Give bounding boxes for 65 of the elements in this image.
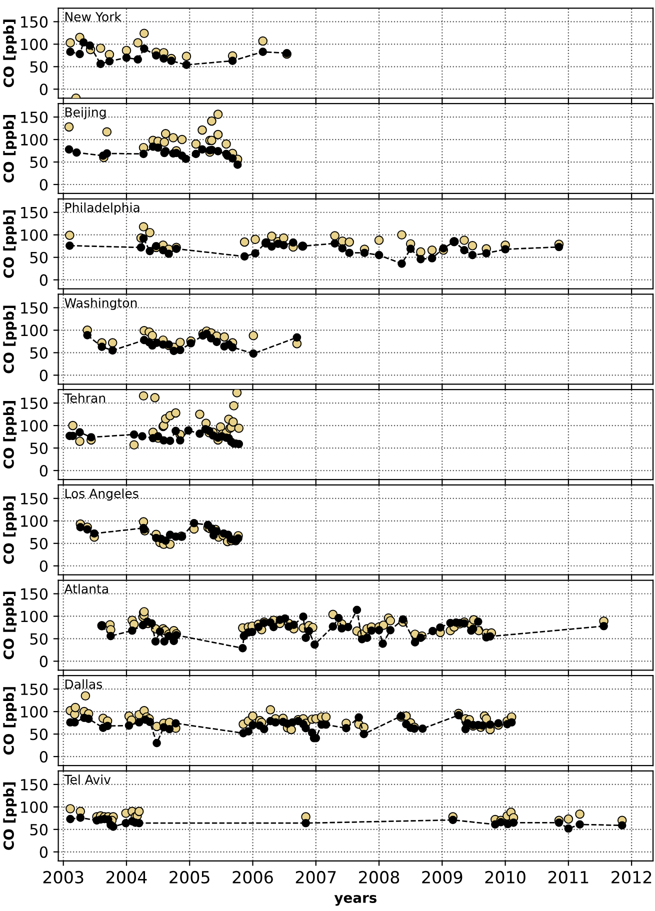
y-tick-label: 50	[30, 252, 48, 264]
chart-title: Tehran	[64, 393, 106, 403]
x-tick-label: 2009	[422, 870, 462, 884]
y-axis-title: CO [ppb]	[3, 115, 17, 182]
x-tick-label: 2003	[43, 870, 84, 884]
y-tick-label: 150	[21, 206, 48, 218]
chart-title: Dallas	[65, 679, 102, 689]
y-axis-title: CO [ppb]	[3, 401, 17, 469]
y-tick-label: 100	[21, 420, 48, 432]
y-tick-label: 0	[40, 656, 48, 668]
y-tick-label: 150	[21, 778, 48, 790]
y-tick-label: 100	[21, 324, 48, 336]
x-axis-title: years	[334, 894, 376, 906]
y-tick-label: 150	[21, 492, 48, 504]
y-tick-label: 150	[21, 302, 48, 314]
y-tick-label: 100	[21, 801, 48, 813]
y-tick-label: 50	[30, 633, 48, 645]
y-tick-label: 100	[21, 229, 48, 241]
y-axis-title: CO [ppb]	[3, 687, 17, 755]
y-tick-label: 0	[40, 751, 48, 763]
chart-title: Washington	[64, 298, 137, 310]
x-tick-label: 2006	[232, 870, 273, 884]
y-tick-label: 150	[21, 684, 48, 696]
y-tick-label: 50	[30, 61, 48, 73]
chart-title: Philadelphia	[65, 202, 140, 215]
y-tick-label: 100	[21, 515, 48, 527]
y-tick-label: 0	[40, 846, 48, 858]
chart-title: Beijing	[65, 107, 106, 120]
y-tick-label: 100	[21, 134, 48, 146]
y-axis-title: CO [ppb]	[3, 20, 17, 88]
y-axis-title: CO [ppb]	[3, 592, 17, 660]
x-tick-label: 2008	[359, 870, 400, 884]
x-tick-label: 2007	[296, 870, 336, 884]
y-axis-title: CO [ppb]	[3, 496, 17, 564]
x-tick-label: 2012	[612, 870, 652, 884]
x-tick-label: 2004	[106, 870, 147, 884]
y-tick-label: 150	[21, 16, 48, 28]
x-tick-label: 2010	[485, 870, 526, 884]
x-tick-label: 2011	[548, 870, 588, 884]
y-tick-label: 50	[30, 728, 48, 740]
y-axis-title: CO [ppb]	[3, 210, 17, 278]
y-tick-label: 150	[21, 112, 48, 124]
y-tick-label: 0	[40, 274, 48, 286]
y-tick-label: 50	[30, 347, 48, 359]
y-tick-label: 0	[40, 464, 48, 477]
y-axis-title: CO [ppb]	[3, 782, 17, 850]
y-tick-label: 0	[40, 84, 48, 96]
y-axis-title: CO [ppb]	[3, 306, 17, 374]
chart-title: Los Angeles	[65, 488, 138, 501]
chart-title: Tel Aviv	[64, 774, 111, 784]
y-tick-label: 150	[21, 398, 48, 410]
y-tick-label: 0	[40, 178, 48, 191]
y-tick-label: 50	[30, 538, 48, 550]
y-tick-label: 100	[21, 38, 48, 50]
chart-title: New York	[65, 12, 122, 22]
y-tick-label: 100	[21, 610, 48, 622]
y-tick-label: 0	[40, 370, 48, 382]
y-tick-label: 50	[30, 156, 48, 168]
y-tick-label: 50	[30, 824, 48, 836]
x-tick-label: 2005	[170, 870, 210, 884]
y-tick-label: 0	[40, 560, 48, 572]
y-tick-label: 150	[21, 588, 48, 600]
y-tick-label: 50	[30, 442, 48, 454]
chart-title: Atlanta	[64, 584, 108, 594]
y-tick-label: 100	[21, 706, 48, 718]
